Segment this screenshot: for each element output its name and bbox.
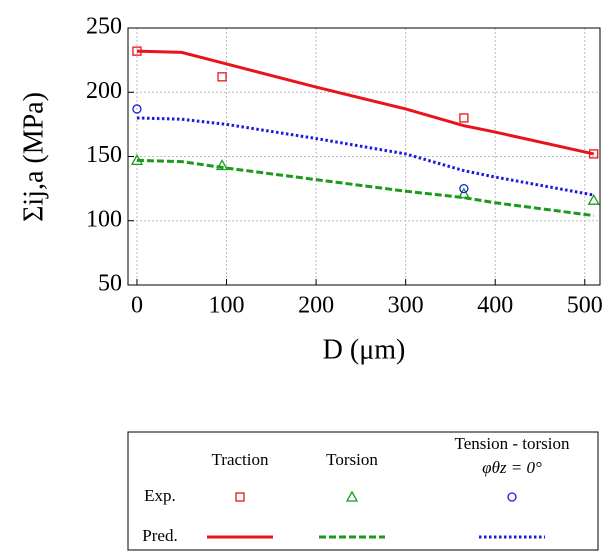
prediction-line [136,116,595,197]
y-tick-label: 250 [86,14,122,40]
x-tick-label: 0 [131,293,143,319]
legend-entry: Tension - torsion [455,434,570,453]
x-axis-label: D (μm) [323,334,406,365]
legend-row-label: Exp. [144,486,176,505]
x-tick-label: 300 [388,293,424,319]
y-tick-label: 50 [98,271,122,297]
legend-condition: φθz = 0° [482,458,542,477]
marker-triangle [457,187,470,199]
x-tick-label: 200 [298,293,334,319]
marker-circle [459,183,469,194]
marker-square [459,113,469,123]
marker-circle [507,492,517,502]
legend-box [127,431,599,551]
marker-triangle [215,159,229,171]
y-axis-label: Σij,a (MPa) [18,92,49,222]
legend-entry: Traction [212,450,269,469]
marker-square [217,72,227,82]
prediction-line [136,49,595,156]
marker-square [589,149,599,159]
marker-square [132,46,142,56]
y-tick-label: 100 [86,206,122,232]
legend-row-label: Pred. [142,526,177,545]
marker-triangle [130,154,144,166]
marker-triangle [345,490,359,502]
y-tick-label: 150 [86,142,122,168]
prediction-line [136,158,594,218]
legend-entry: Torsion [326,450,378,469]
marker-triangle [587,193,600,205]
x-tick-label: 500 [567,293,603,319]
plot-frame [127,27,601,286]
marker-circle [132,104,142,114]
y-tick-label: 200 [86,78,122,104]
x-tick-label: 100 [209,293,245,319]
marker-square [235,492,245,502]
x-tick-label: 400 [477,293,513,319]
